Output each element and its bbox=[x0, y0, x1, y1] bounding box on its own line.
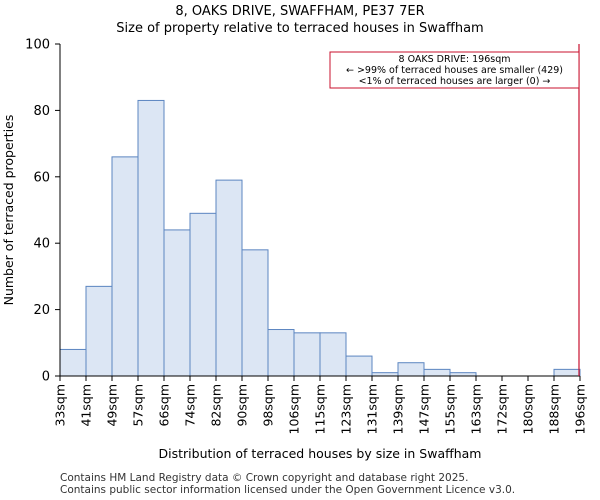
chart-title: 8, OAKS DRIVE, SWAFFHAM, PE37 7ER bbox=[175, 4, 425, 19]
footer: Contains HM Land Registry data © Crown c… bbox=[60, 472, 515, 496]
bar-33sqm bbox=[59, 348, 87, 377]
x-tick-label: 131sqm bbox=[365, 384, 380, 434]
x-tick-label: 180sqm bbox=[521, 384, 536, 434]
x-tick-label: 147sqm bbox=[417, 384, 432, 434]
x-tick-label: 90sqm bbox=[235, 384, 250, 427]
x-tick-label: 172sqm bbox=[495, 384, 510, 434]
bar-139sqm bbox=[397, 362, 425, 377]
y-axis-label: Number of terraced properties bbox=[1, 115, 16, 306]
y-tick-label: 0 bbox=[42, 370, 50, 385]
annotation-line1: 8 OAKS DRIVE: 196sqm bbox=[399, 54, 511, 65]
footer-line1: Contains HM Land Registry data © Crown c… bbox=[60, 472, 469, 484]
x-tick-label: 155sqm bbox=[443, 384, 458, 434]
bar-82sqm bbox=[215, 179, 243, 377]
x-tick-label: 49sqm bbox=[105, 384, 120, 427]
bar-74sqm bbox=[189, 212, 217, 377]
y-tick-label: 100 bbox=[25, 38, 50, 53]
y-tick-label: 20 bbox=[33, 303, 50, 318]
x-tick-label: 74sqm bbox=[183, 384, 198, 427]
y-tick-label: 60 bbox=[33, 170, 50, 185]
x-tick-label: 163sqm bbox=[469, 384, 484, 434]
footer-line2: Contains public sector information licen… bbox=[60, 484, 516, 496]
bar-147sqm bbox=[423, 368, 451, 377]
bar-57sqm bbox=[137, 99, 165, 377]
bar-49sqm bbox=[111, 156, 139, 377]
x-tick-label: 82sqm bbox=[209, 384, 224, 427]
bar-106sqm bbox=[293, 332, 321, 377]
x-tick-label: 106sqm bbox=[287, 384, 302, 434]
x-tick-label: 196sqm bbox=[573, 384, 588, 434]
bar-41sqm bbox=[85, 285, 113, 377]
x-axis-label: Distribution of terraced houses by size … bbox=[159, 446, 482, 461]
x-tick-label: 66sqm bbox=[157, 384, 172, 427]
annotation-box bbox=[329, 51, 580, 89]
x-tick-label: 57sqm bbox=[131, 384, 146, 427]
bar-115sqm bbox=[319, 332, 347, 377]
bar-90sqm bbox=[241, 249, 269, 377]
bar-188sqm bbox=[553, 368, 581, 377]
chart-subtitle: Size of property relative to terraced ho… bbox=[116, 21, 484, 36]
y-tick-label: 80 bbox=[33, 104, 50, 119]
x-tick-label: 139sqm bbox=[391, 384, 406, 434]
bar-66sqm bbox=[163, 229, 191, 377]
x-tick-label: 33sqm bbox=[53, 384, 68, 427]
y-tick-label: 40 bbox=[33, 237, 50, 252]
x-tick-label: 188sqm bbox=[547, 384, 562, 434]
x-tick-label: 41sqm bbox=[79, 384, 94, 427]
x-tick-label: 115sqm bbox=[313, 384, 328, 434]
x-tick-label: 98sqm bbox=[261, 384, 276, 427]
bar-98sqm bbox=[267, 329, 295, 377]
annotation-line2: ← >99% of terraced houses are smaller (4… bbox=[346, 65, 563, 76]
bar-123sqm bbox=[345, 355, 373, 377]
x-tick-label: 123sqm bbox=[339, 384, 354, 434]
annotation-line3: <1% of terraced houses are larger (0) → bbox=[359, 76, 551, 87]
